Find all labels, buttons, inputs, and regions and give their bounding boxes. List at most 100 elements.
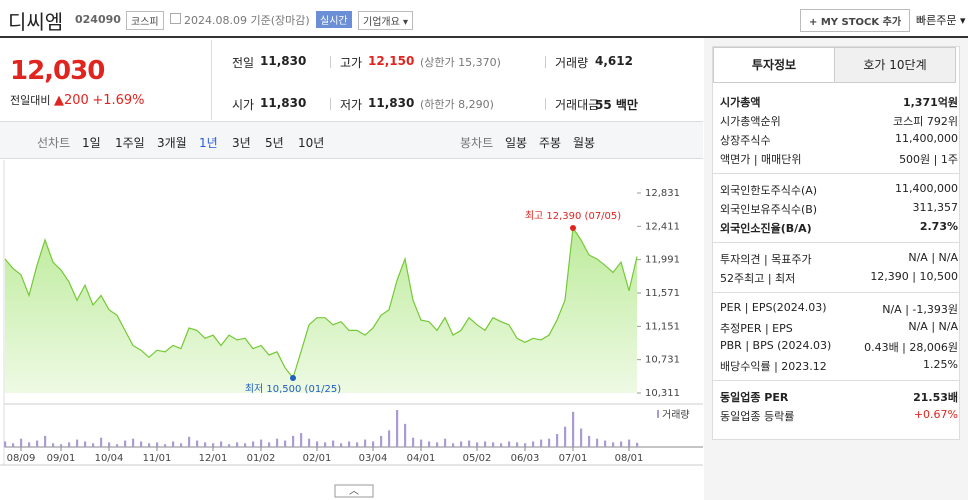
legend-swatch [657,410,659,418]
volume-bar [452,443,455,447]
stock-name: 디씨엠 [8,10,64,34]
summary-value: 11,830 [260,96,307,110]
y-tick-label: 11,571 [645,288,680,299]
candle-label: 봉차트 [460,136,494,150]
x-tick-label: 01/02 [247,453,276,464]
change-label: 전일대비 [10,94,51,107]
volume-bar [148,443,151,447]
volume-bar [124,440,127,447]
x-tick-label: 08/09 [7,453,36,464]
info-label: 시가총액 [720,96,761,109]
period-item[interactable]: 3년 [232,136,251,150]
volume-bar [164,444,167,447]
info-value: 0.43배 | 28,006원 [864,341,958,354]
volume-bar [516,442,519,447]
volume-bar [540,439,543,447]
collapse-icon: ︿ [349,486,359,497]
collapse-handle[interactable] [334,484,374,498]
y-tick-label: 11,991 [645,255,680,266]
volume-bar [340,443,343,447]
info-row: 투자의견 | 목표주가 N/A | N/A [720,251,958,269]
candle-item[interactable]: 월봉 [573,136,596,150]
period-item[interactable]: 10년 [298,136,325,150]
volume-bar [84,441,87,447]
summary-label: 고가 [340,56,363,70]
tab[interactable]: 투자정보 [713,47,835,83]
info-value: 500원 | 1주 [899,153,958,166]
volume-bar [364,439,367,447]
info-row: 시가총액 1,371억원 [720,94,958,112]
volume-bar [284,440,287,447]
volume-bar [292,435,295,447]
volume-bar [396,410,399,447]
volume-bar [132,438,135,447]
summary-value: 55 백만 [595,98,638,112]
company-info[interactable]: 기업개요 ▾ [358,11,414,30]
section-rule [713,173,959,174]
area [5,228,637,393]
volume-bar [620,441,623,447]
period-item[interactable]: 3개월 [157,136,187,150]
info-value: 11,400,000 [895,132,958,145]
volume-bar [444,438,447,447]
section-rule [713,292,959,293]
info-value: 311,357 [912,201,959,214]
header-rule [0,36,968,38]
change-value: 200 [63,93,89,108]
volume-bar [492,442,495,447]
volume-bar [268,442,271,447]
candle-item[interactable]: 주봉 [539,136,562,150]
volume-bar [12,443,15,447]
summary-label: 거래대금 [555,98,600,112]
info-row: 동일업종 등락률 +0.67% [720,408,958,426]
volume-bar [420,439,423,447]
volume-bar [4,441,7,447]
volume-bar [404,423,407,447]
volume-bar [524,443,527,447]
volume-bar [276,438,279,447]
y-tick-label: 10,311 [645,388,680,399]
tab[interactable]: 호가 10단계 [834,47,956,83]
volume-bar [260,439,263,447]
volume-bar [100,437,103,447]
info-row: 배당수익률 | 2023.12 1.25% [720,358,958,376]
info-row: 외국인한도주식수(A) 11,400,000 [720,182,958,200]
volume-bar [140,441,143,447]
volume-bar [212,443,215,447]
info-value: 코스피 792위 [893,115,958,128]
period-item[interactable]: 1주일 [115,136,145,150]
quick-order[interactable]: 빠른주문 ▾ [916,14,966,27]
info-label: PER | EPS(2024.03) [720,301,827,314]
section-rule [713,242,959,243]
volume-bar [236,442,239,447]
change-arrow: ▲ [53,93,64,108]
volume-bar [196,440,199,447]
info-row: 외국인소진율(B/A) 2.73% [720,220,958,238]
period-item[interactable]: 5년 [265,136,284,150]
volume-bar [108,442,111,447]
volume-bar [612,442,615,447]
info-value: 1,371억원 [902,96,958,109]
realtime-badge[interactable]: 실시간 [316,11,352,28]
period-item[interactable]: 1일 [82,136,101,150]
info-label: 배당수익률 | 2023.12 [720,360,827,373]
x-tick-label: 03/04 [359,453,388,464]
my-stock-button[interactable]: + MY STOCK 추가 [800,9,911,32]
volume-bar [76,439,79,447]
summary-value: 11,830 [260,54,307,68]
info-row: 52주최고 | 최저 12,390 | 10,500 [720,270,958,288]
quick-order-text: 빠른주문 [916,14,957,27]
candle-item[interactable]: 일봉 [505,136,528,150]
info-row: 동일업종 PER 21.53배 [720,389,958,407]
volume-bar [356,442,359,447]
volume-bar [636,442,639,447]
info-value: 1.25% [923,358,958,371]
period-item[interactable]: 1년 [199,136,218,150]
volume-bar [180,443,183,447]
y-tick-label: 12,411 [645,221,680,232]
volume-bar [380,435,383,447]
side-panel: 투자정보 호가 10단계 시가총액 1,371억원 시가총액순위 코스피 792위 상장주식… [704,38,968,500]
volume-bar [52,443,55,447]
summary-divider [330,98,331,110]
x-tick-label: 10/04 [95,453,124,464]
